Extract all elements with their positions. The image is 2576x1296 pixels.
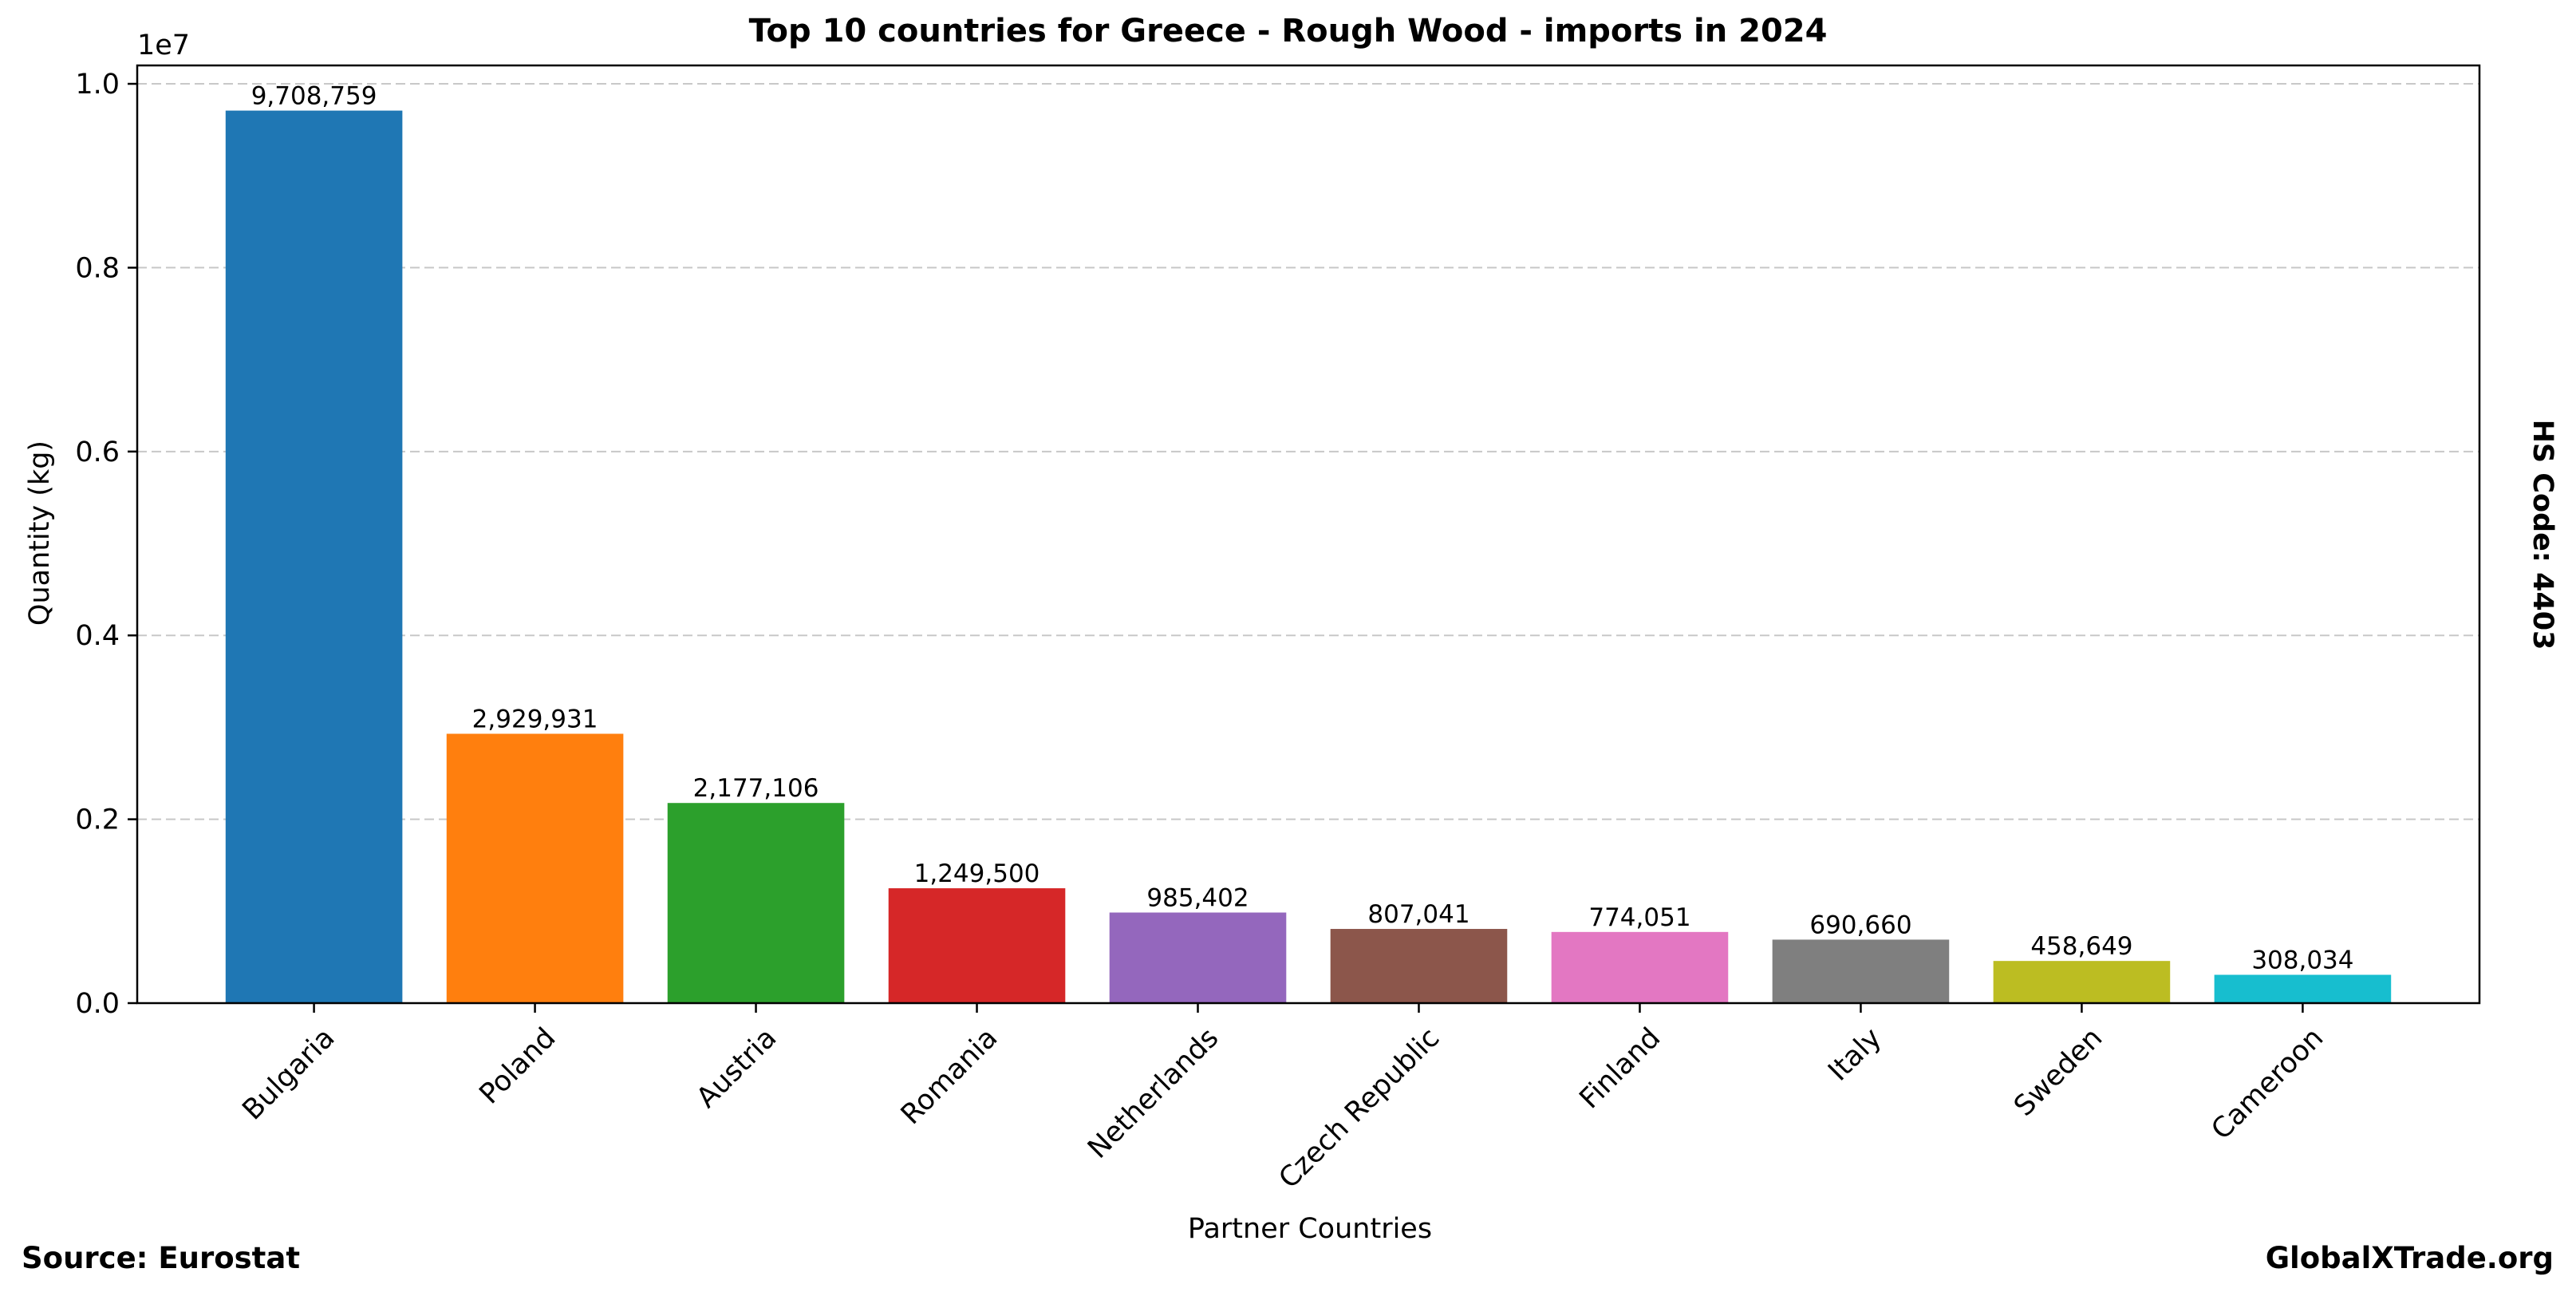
data-label: 690,660 bbox=[1809, 911, 1911, 939]
bar-finland bbox=[1551, 931, 1729, 1003]
bar-austria bbox=[667, 803, 845, 1003]
x-axis-label: Partner Countries bbox=[1187, 1213, 1433, 1245]
x-tick-label: Romania bbox=[895, 1022, 1004, 1132]
axis-ticks: 0.0 0.2 0.4 0.6 0.8 1.0 Bulgaria Poland Austria R… bbox=[75, 69, 2329, 1195]
data-label: 1,249,500 bbox=[914, 859, 1040, 888]
y-tick-label: 0.2 bbox=[75, 804, 120, 836]
bar-sweden bbox=[1993, 961, 2171, 1003]
data-labels: 9,708,759 2,929,931 2,177,106 1,249,500 985,… bbox=[251, 82, 2354, 975]
y-scale-exponent: 1e7 bbox=[137, 30, 190, 61]
data-label: 9,708,759 bbox=[251, 82, 377, 111]
chart-title: Top 10 countries for Greece - Rough Wood… bbox=[748, 13, 1828, 49]
bar-romania bbox=[888, 888, 1066, 1003]
bar-netherlands bbox=[1109, 912, 1287, 1003]
x-tick-label: Cameroon bbox=[2206, 1022, 2330, 1147]
data-label: 2,929,931 bbox=[472, 705, 598, 733]
bar-czech-republic bbox=[1330, 929, 1508, 1003]
data-label: 774,051 bbox=[1588, 903, 1690, 932]
x-tick-label: Italy bbox=[1822, 1022, 1888, 1088]
y-tick-label: 0.0 bbox=[75, 988, 120, 1020]
y-tick-label: 0.6 bbox=[75, 437, 120, 468]
x-tick-label: Bulgaria bbox=[237, 1022, 341, 1127]
bar-italy bbox=[1772, 939, 1950, 1003]
bar-poland bbox=[446, 733, 624, 1003]
data-label: 458,649 bbox=[2030, 932, 2132, 961]
data-label: 2,177,106 bbox=[693, 774, 819, 803]
x-tick-label: Poland bbox=[474, 1022, 562, 1111]
bar-bulgaria bbox=[225, 110, 403, 1004]
y-tick-label: 0.8 bbox=[75, 252, 120, 284]
bar-cameroon bbox=[2214, 974, 2392, 1003]
y-axis-label: Quantity (kg) bbox=[24, 440, 56, 626]
x-tick-label: Finland bbox=[1574, 1022, 1667, 1116]
x-tick-label: Austria bbox=[691, 1022, 783, 1115]
hs-code-label: HS Code: 4403 bbox=[2527, 419, 2558, 650]
data-label: 308,034 bbox=[2251, 946, 2353, 975]
data-label: 985,402 bbox=[1146, 883, 1249, 912]
plot-area-frame bbox=[136, 64, 2481, 1005]
x-tick-label: Netherlands bbox=[1082, 1022, 1225, 1165]
bars bbox=[225, 110, 2392, 1004]
brand-label: GlobalXTrade.org bbox=[2265, 1241, 2554, 1275]
x-tick-label: Sweden bbox=[2008, 1022, 2109, 1123]
x-tick-label: Czech Republic bbox=[1273, 1022, 1446, 1195]
y-tick-label: 1.0 bbox=[75, 69, 120, 101]
data-label: 807,041 bbox=[1367, 900, 1469, 929]
source-note: Source: Eurostat bbox=[22, 1241, 301, 1275]
y-tick-label: 0.4 bbox=[75, 620, 120, 652]
